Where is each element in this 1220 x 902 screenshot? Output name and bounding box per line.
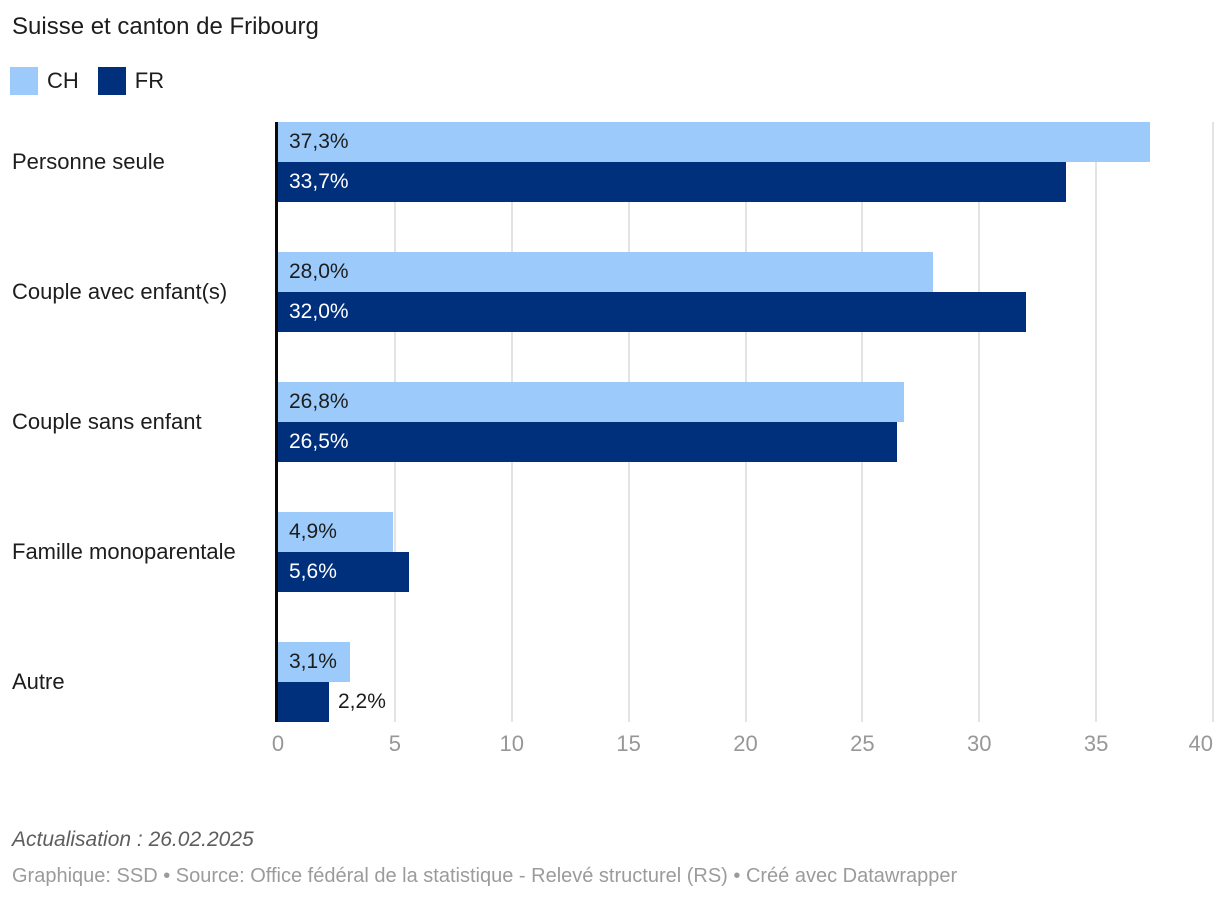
legend-swatch-fr [97,67,126,95]
legend-swatch-ch [10,67,38,95]
x-axis: 0 5 10 15 20 25 30 35 40 [272,731,1213,761]
value-label-ch-3: 4,9% [289,520,337,543]
category-label-0: Personne seule [12,149,165,174]
legend-label-fr: FR [134,68,165,93]
category-label-3: Famille monoparentale [12,539,236,564]
category-labels: Personne seule Couple avec enfant(s) Coupl… [12,122,267,722]
y-axis-line [275,122,278,722]
gridline-40 [1212,122,1214,722]
legend-label-ch: CH [47,68,79,93]
x-tick-40: 40 [1188,731,1213,756]
gridline-35 [1095,122,1098,722]
category-label-1: Couple avec enfant(s) [12,279,228,304]
bar-fr-0: 33,7% [278,162,1066,202]
x-tick-15: 15 [616,731,641,756]
bar-ch-0: 37,3% [278,122,1150,162]
legend: CH FR [10,67,164,95]
value-label-ch-0: 37,3% [289,130,349,153]
value-label-ch-4: 3,1% [289,650,337,673]
x-tick-30: 30 [967,731,992,756]
legend-item-fr: FR [97,67,165,95]
bar-ch-2: 26,8% [278,382,904,422]
x-tick-10: 10 [499,731,524,756]
category-label-2: Couple sans enfant [12,409,202,434]
bar-fr-1: 32,0% [278,292,1026,332]
x-tick-20: 20 [733,731,758,756]
value-label-fr-0: 33,7% [289,170,349,193]
chart-title: Suisse et canton de Fribourg [12,13,319,40]
category-label-4: Autre [12,669,65,694]
x-tick-35: 35 [1083,731,1109,756]
bar-fr-4: 2,2% [278,682,386,722]
x-tick-0: 0 [271,731,285,756]
value-label-fr-3: 5,6% [289,560,337,583]
legend-item-ch: CH [10,67,79,95]
bar-ch-3: 4,9% [278,512,393,552]
gridline-30 [978,122,981,722]
value-label-fr-1: 32,0% [289,300,349,323]
x-tick-5: 5 [388,731,401,756]
value-label-fr-2: 26,5% [289,430,349,453]
source-byline: Graphique: SSD • Source: Office fédéral … [12,865,958,887]
bar-ch-1: 28,0% [278,252,933,292]
value-label-fr-4: 2,2% [338,690,386,713]
bar-fr-3: 5,6% [278,552,409,592]
value-label-ch-2: 26,8% [289,390,349,413]
bar-ch-4: 3,1% [278,642,350,682]
plot-area: 37,3% 33,7% 28,0% 32,0% 26,8% 26,5% 4,9% 5,6% 3,… [275,122,1214,722]
bar-fr-2: 26,5% [278,422,897,462]
value-label-ch-1: 28,0% [289,260,349,283]
update-note: Actualisation : 26.02.2025 [12,828,254,851]
x-tick-25: 25 [850,731,875,756]
